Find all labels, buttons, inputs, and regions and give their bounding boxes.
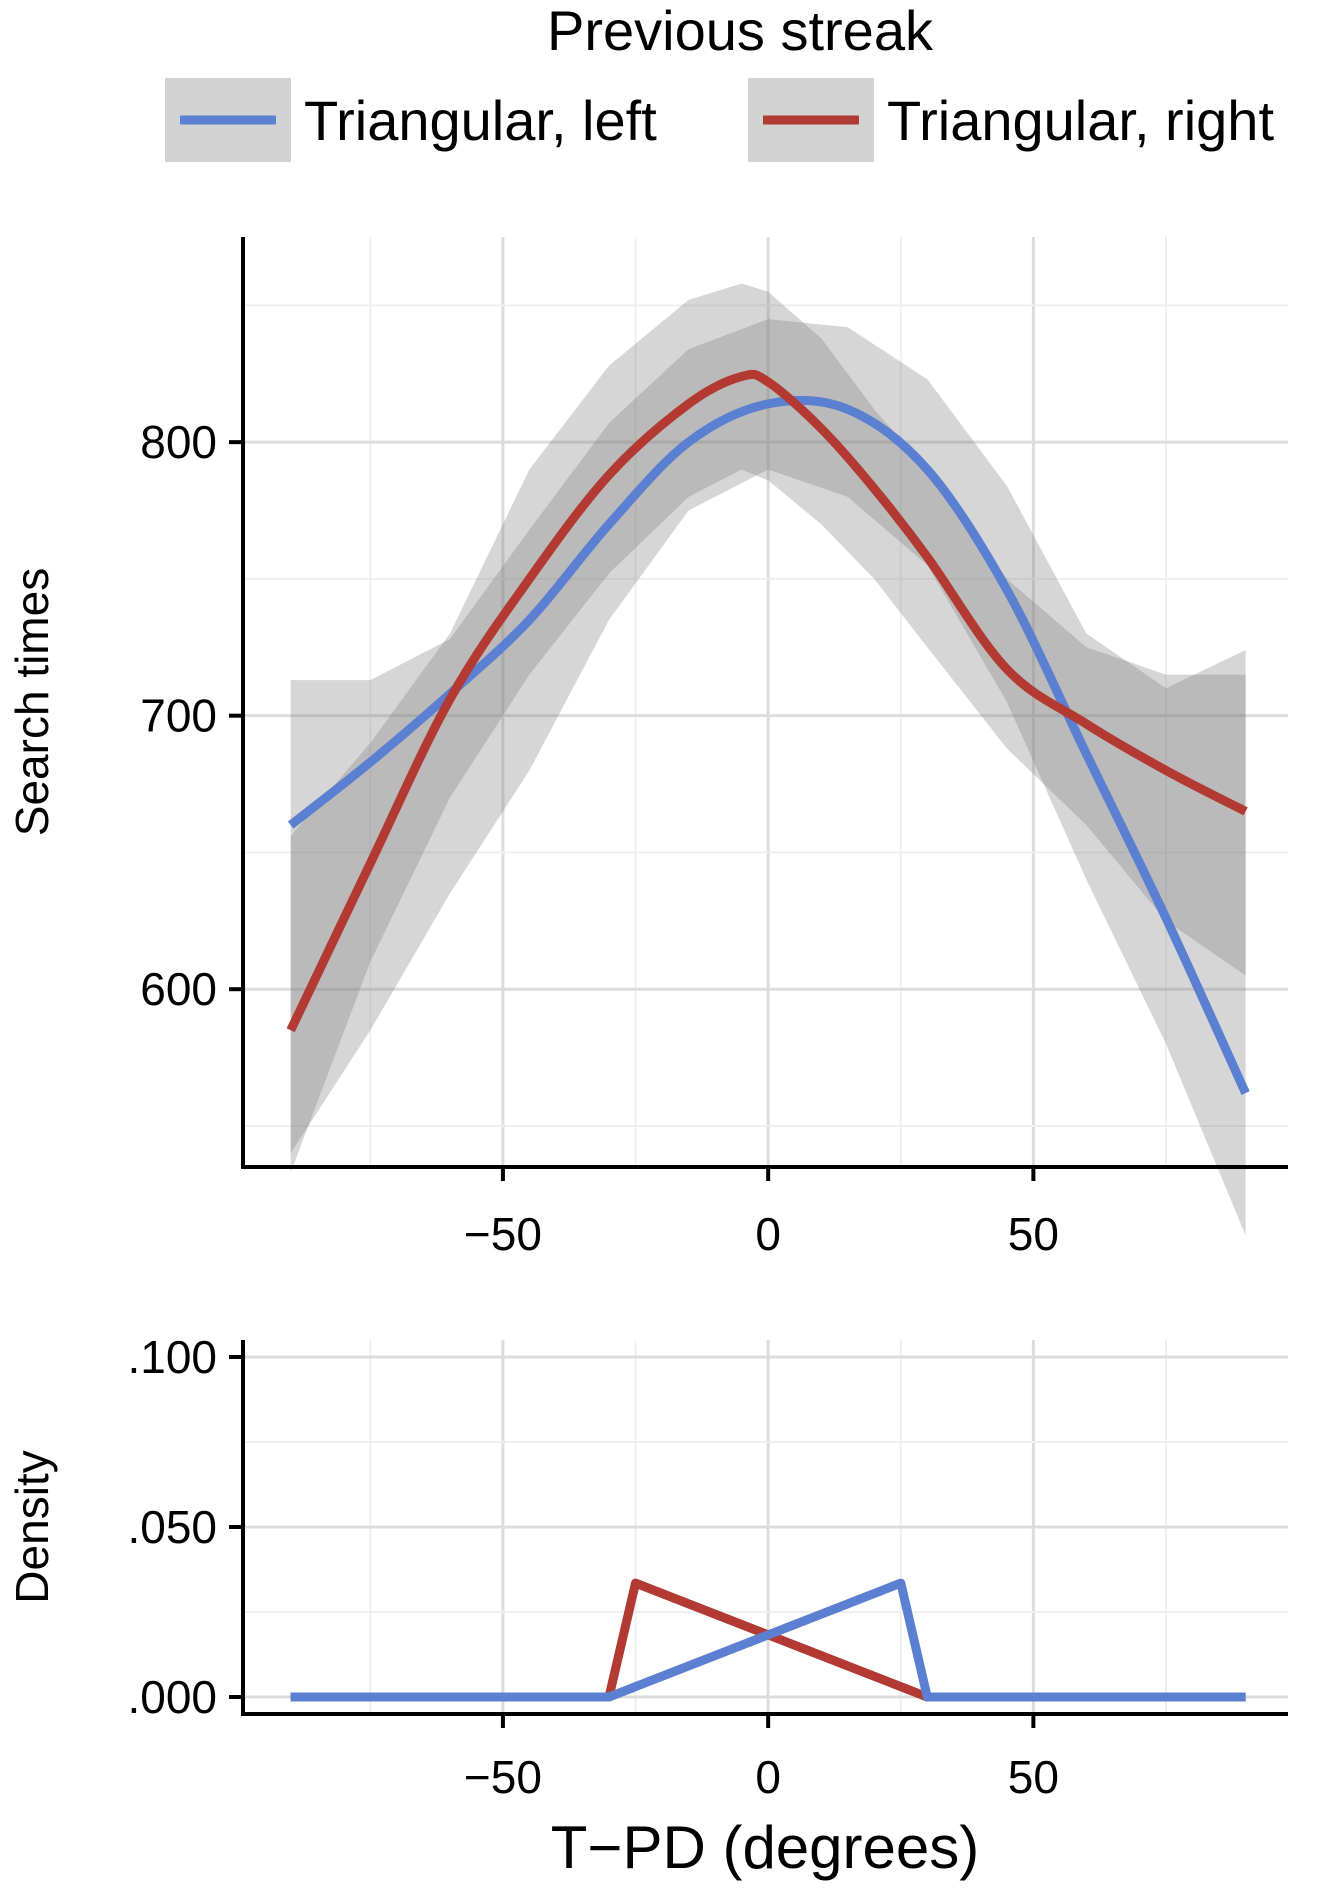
confidence-bands (290, 283, 1246, 1236)
y-tick-label: .050 (127, 1501, 217, 1553)
confidence-band-0 (290, 319, 1246, 1236)
y-tick-label: 800 (140, 416, 217, 468)
axis-ticks: −50 0 50 600 700 800 (140, 416, 1059, 1260)
x-tick-label: 50 (1008, 1208, 1059, 1260)
legend: Previous streak Triangular, left Triangu… (165, 0, 1274, 162)
axis-ticks: −50 0 50 .000 .050 .100 (127, 1331, 1058, 1803)
x-tick-label: 0 (755, 1208, 781, 1260)
x-axis-label: T−PD (degrees) (551, 1814, 980, 1881)
y-axis-label: Density (6, 1450, 58, 1603)
series-lines (290, 1578, 1246, 1702)
y-tick-label: 600 (140, 963, 217, 1015)
y-tick-label: 700 (140, 690, 217, 742)
series-line-triangular-right (286, 369, 1248, 1033)
grid (243, 237, 1288, 1167)
legend-label-left: Triangular, left (304, 89, 657, 152)
density-panel: −50 0 50 .000 .050 .100 Density T−PD (degrees… (6, 1331, 1288, 1881)
legend-item-right: Triangular, right (748, 78, 1274, 162)
legend-item-left: Triangular, left (165, 78, 657, 162)
legend-label-right: Triangular, right (887, 89, 1274, 152)
search-times-panel: −50 0 50 600 700 800 Search times (6, 237, 1288, 1260)
legend-title: Previous streak (547, 0, 934, 62)
x-tick-label: −50 (464, 1751, 542, 1803)
confidence-band-1 (290, 283, 1246, 1173)
x-tick-label: −50 (464, 1208, 542, 1260)
y-tick-label: .000 (127, 1671, 217, 1723)
y-tick-label: .100 (127, 1331, 217, 1383)
grid (243, 1340, 1288, 1714)
series-line-triangular-left (290, 1578, 1246, 1702)
x-tick-label: 50 (1008, 1751, 1059, 1803)
x-tick-label: 0 (755, 1751, 781, 1803)
series-lines (286, 369, 1250, 1095)
y-axis-label: Search times (6, 568, 58, 836)
